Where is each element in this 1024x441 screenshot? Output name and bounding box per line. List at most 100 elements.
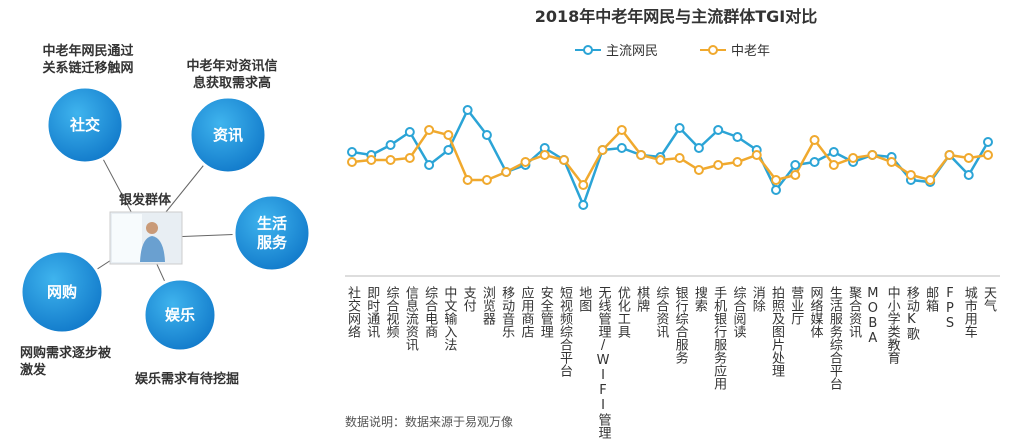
point — [693, 143, 704, 153]
x-tick-label: 综合视频 — [383, 286, 399, 338]
point — [713, 125, 724, 135]
point — [424, 125, 435, 135]
x-tick-label: 地图 — [576, 286, 592, 312]
topic-label: 服务 — [257, 234, 288, 252]
legend-marker — [583, 45, 593, 55]
x-tick-label: 浏览器 — [479, 286, 495, 325]
point — [713, 160, 724, 170]
photo-person-body — [140, 236, 165, 262]
series-line — [351, 107, 990, 209]
x-tick-label: 优化工具 — [614, 286, 630, 338]
series-line — [351, 128, 989, 188]
point — [424, 160, 435, 170]
topic-bubble — [19, 249, 105, 335]
x-tick-label: 安全管理 — [537, 286, 553, 338]
x-tick-label: 营业厅 — [788, 286, 804, 325]
point — [443, 145, 454, 155]
topic-caption: 娱乐需求有待挖掘 — [135, 371, 239, 387]
point — [867, 150, 878, 160]
x-tick-label: 拍照及图片处理 — [769, 286, 784, 377]
x-tick-label: 综合资讯 — [653, 286, 669, 338]
point — [732, 132, 743, 142]
x-tick-label: FPS — [942, 286, 958, 331]
topic-bubble — [142, 277, 218, 353]
point — [693, 165, 704, 175]
x-tick-label: 信息流资讯 — [402, 286, 418, 351]
point — [501, 167, 512, 177]
point — [790, 170, 801, 180]
point — [809, 135, 820, 145]
x-tick-label: 应用商店 — [518, 286, 534, 338]
point — [481, 175, 492, 185]
point — [385, 140, 396, 150]
x-tick-label: 支付 — [460, 286, 476, 312]
point — [462, 175, 473, 185]
topic-caption: 网购需求逐步被 — [20, 345, 112, 361]
point — [404, 153, 415, 163]
topic-caption: 激发 — [20, 362, 47, 378]
photo-window — [112, 214, 142, 262]
point — [520, 157, 531, 167]
chart-title: 2018年中老年网民与主流群体TGI对比 — [535, 7, 818, 26]
point — [732, 157, 743, 167]
x-tick-label: 邮箱 — [923, 286, 939, 312]
point — [578, 180, 589, 190]
center-label: 银发群体 — [119, 192, 172, 208]
point — [481, 130, 492, 140]
point — [848, 153, 859, 163]
topic-bubble — [45, 85, 125, 165]
legend-marker — [708, 45, 718, 55]
point — [809, 157, 820, 167]
x-tick-label: 中小学类教育 — [884, 286, 900, 364]
x-tick-label: 生活服务综合平台 — [826, 286, 842, 390]
legend-label: 主流网民 — [606, 44, 658, 59]
x-tick-label: 中文输入法 — [441, 286, 457, 351]
point — [983, 137, 993, 147]
source-note: 数据说明：数据来源于易观万像 — [345, 414, 513, 429]
point — [636, 150, 647, 160]
x-tick-label: 棋牌 — [634, 286, 650, 312]
x-tick-label: 无线管理/WIFI管理 — [595, 286, 611, 439]
topic-label: 社交 — [69, 116, 100, 134]
topic-bubble — [188, 95, 268, 175]
x-tick-label: 移动K歌 — [903, 286, 919, 340]
x-tick-label: 综合阅读 — [730, 286, 746, 338]
x-tick-label: 城市用车 — [961, 286, 977, 338]
x-tick-label: 移动音乐 — [499, 286, 515, 338]
topic-label: 娱乐 — [165, 306, 195, 324]
topic-caption: 中老年网民通过 — [42, 43, 133, 59]
point — [578, 200, 589, 210]
point — [751, 150, 762, 160]
x-tick-label: 即时通讯 — [364, 286, 380, 338]
point — [347, 147, 357, 157]
x-tick-label: 天气 — [981, 286, 996, 312]
point — [443, 130, 454, 140]
topic-label: 资讯 — [213, 126, 243, 144]
point — [655, 155, 666, 165]
legend-label: 中老年 — [731, 44, 770, 59]
point — [366, 155, 377, 165]
point — [828, 147, 839, 157]
point — [616, 125, 627, 135]
topic-caption: 息获取需求高 — [193, 75, 271, 91]
point — [905, 170, 916, 180]
topic-label: 网购 — [47, 283, 77, 301]
point — [597, 145, 608, 155]
point — [771, 185, 781, 195]
point — [886, 157, 897, 167]
point — [404, 127, 415, 137]
point — [674, 153, 685, 163]
point — [963, 153, 974, 163]
point — [674, 123, 685, 133]
point — [559, 155, 569, 165]
photo-person-head — [146, 222, 158, 234]
point — [539, 150, 550, 160]
point — [944, 150, 955, 160]
topic-caption: 关系链迁移触网 — [42, 60, 133, 76]
x-tick-label: 搜索 — [691, 286, 707, 312]
point — [462, 105, 473, 115]
x-tick-label: 综合电商 — [422, 286, 438, 338]
point — [925, 175, 936, 185]
x-tick-label: 银行综合服务 — [672, 286, 688, 364]
